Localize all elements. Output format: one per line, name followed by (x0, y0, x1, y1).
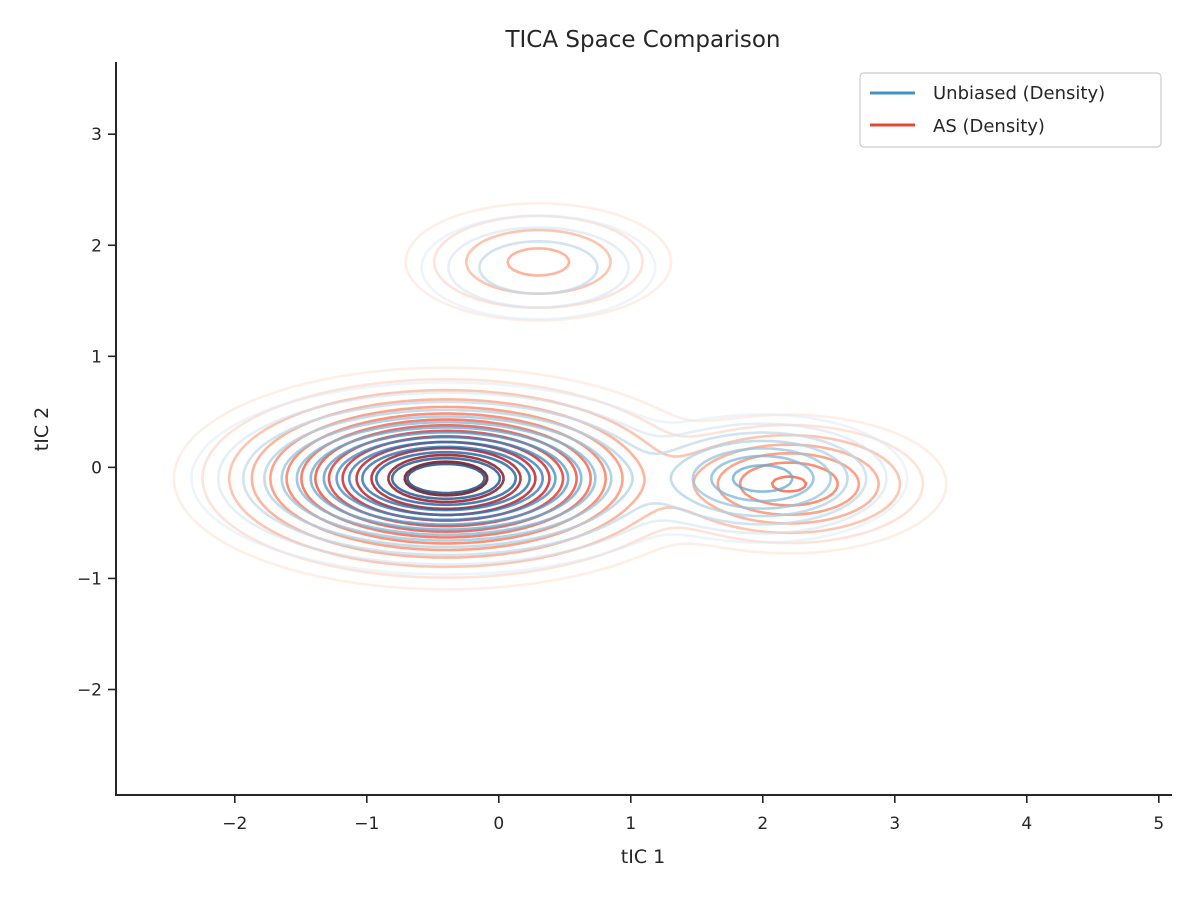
x-tick-label: 0 (493, 814, 504, 834)
y-tick-label: 2 (91, 236, 102, 256)
unbiased-contour (295, 420, 815, 537)
legend-label-as: AS (Density) (933, 116, 1045, 137)
y-axis-title: tIC 2 (31, 407, 53, 451)
as-contour (269, 405, 861, 552)
x-tick-label: 2 (757, 814, 768, 834)
x-axis-title: tIC 1 (621, 846, 665, 868)
unbiased-contour (335, 435, 557, 522)
x-tick-label: 3 (889, 814, 900, 834)
x-tick-label: 1 (625, 814, 636, 834)
unbiased-contour (406, 462, 486, 495)
unbiased-contour (280, 415, 832, 542)
y-tick-label: −1 (77, 569, 102, 589)
as-contour (370, 446, 522, 511)
unbiased-contour (242, 240, 868, 557)
as-contour (172, 202, 948, 591)
unbiased-contour (217, 226, 888, 566)
x-ticks: −2 −1 0 1 2 3 4 5 (222, 795, 1164, 834)
as-contour (227, 228, 902, 569)
unbiased-contour (263, 408, 849, 549)
unbiased-contour (361, 445, 531, 512)
legend-frame (859, 72, 1162, 148)
axes (115, 62, 1172, 796)
as-contour (387, 453, 505, 504)
chart-title: TICA Space Comparison (504, 27, 780, 53)
contour-layer (172, 202, 948, 591)
unbiased-contour (322, 431, 570, 526)
x-tick-label: −2 (222, 814, 247, 834)
y-tick-label: 0 (91, 458, 102, 478)
unbiased-contour (390, 456, 502, 501)
y-tick-label: 1 (91, 347, 102, 367)
legend: Unbiased (Density) AS (Density) (859, 72, 1162, 148)
unbiased-contour (348, 440, 544, 517)
unbiased-contour (190, 214, 909, 576)
x-tick-label: −1 (354, 814, 379, 834)
x-tick-label: 4 (1021, 814, 1032, 834)
unbiased-contour (309, 426, 794, 531)
as-contour (403, 460, 489, 497)
y-tick-label: −2 (77, 680, 102, 700)
unbiased-contour (375, 450, 517, 507)
legend-label-unbiased: Unbiased (Density) (933, 83, 1105, 104)
y-tick-label: 3 (91, 125, 102, 145)
y-ticks: −2 −1 0 1 2 3 (77, 125, 116, 700)
x-tick-label: 5 (1153, 814, 1164, 834)
